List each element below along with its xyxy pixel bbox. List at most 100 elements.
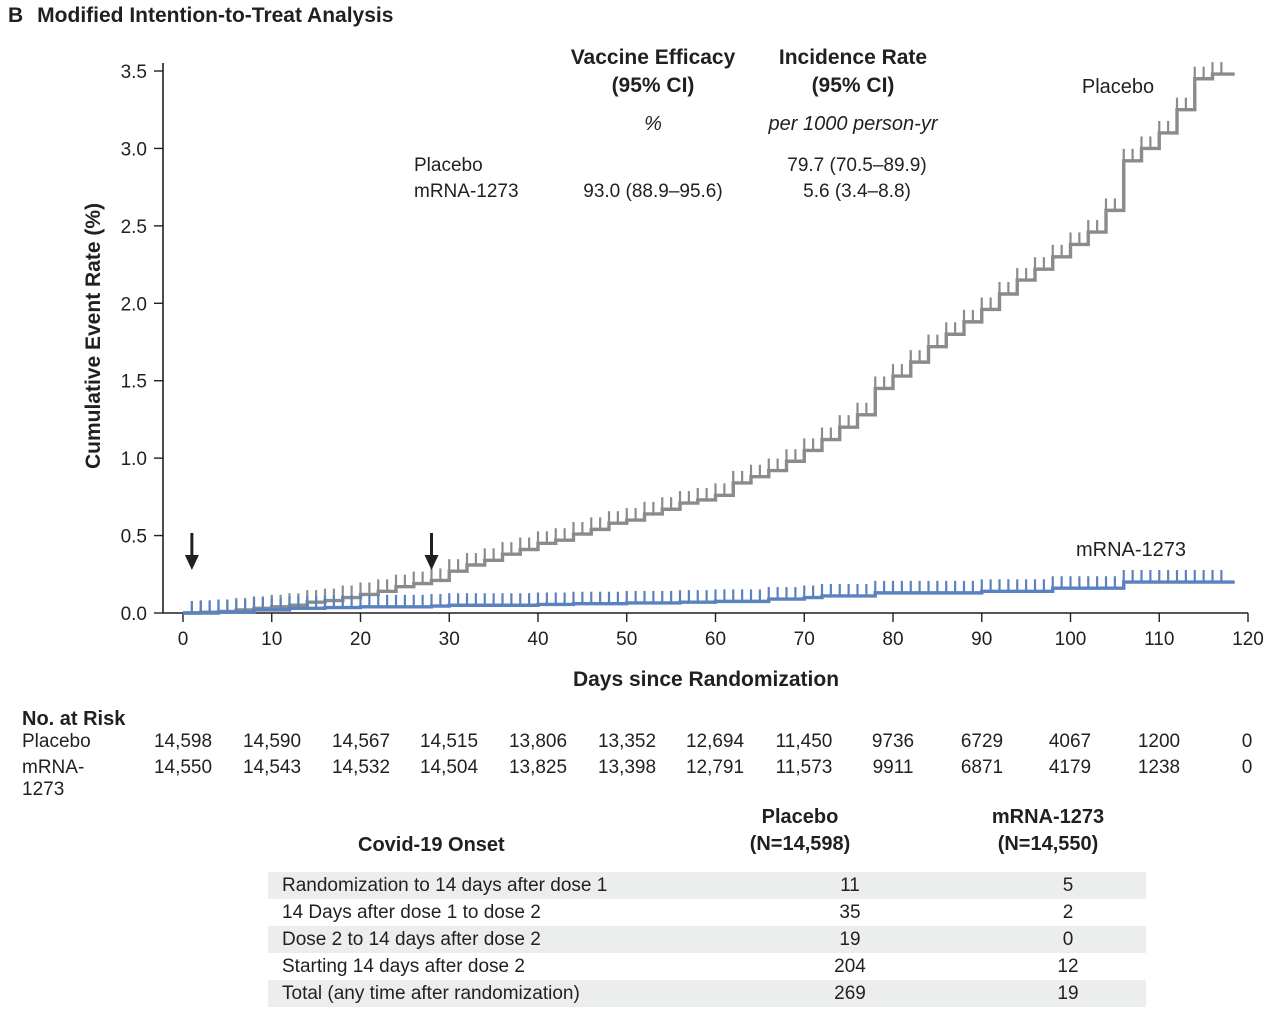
onset-table: Covid-19 Onset Placebo (N=14,598) mRNA-1… [268, 806, 1146, 1007]
onset-table-row: Dose 2 to 14 days after dose 2 19 0 [268, 926, 1146, 953]
series-label-mrna: mRNA-1273 [1076, 539, 1186, 561]
onset-row-mrna: 12 [1057, 956, 1079, 977]
series-label-placebo: Placebo [1082, 76, 1154, 98]
onset-row-label: Starting 14 days after dose 2 [282, 956, 525, 977]
onset-row-label: 14 Days after dose 1 to dose 2 [282, 902, 541, 923]
y-tick-label-1: 0.5 [121, 527, 147, 548]
at-risk-value: 13,352 [597, 731, 657, 752]
at-risk-row-label: Placebo [22, 731, 91, 752]
at-risk-value: 14,598 [153, 731, 213, 752]
panel-title: B Modified Intention-to-Treat Analysis [8, 4, 393, 28]
onset-table-row: 14 Days after dose 1 to dose 2 35 2 [268, 899, 1146, 926]
x-tick-label-11: 110 [1144, 629, 1174, 650]
at-risk-row: Placebo 14,598 14,590 14,567 14,515 13,806 13,… [22, 731, 1252, 757]
x-tick-label-1: 10 [261, 629, 282, 650]
onset-table-rows: Randomization to 14 days after dose 1 11 5… [268, 872, 1146, 1007]
inset-row-efficacy-2: 93.0 (88.9–95.6) [583, 181, 722, 202]
y-tick-label-5: 2.5 [121, 217, 147, 238]
onset-row-mrna: 19 [1057, 983, 1079, 1004]
onset-row-mrna: 2 [1062, 902, 1074, 923]
at-risk-value: 13,806 [508, 731, 568, 752]
inset-col-header-2-line-1: Incidence Rate [779, 46, 927, 69]
y-axis-label: Cumulative Event Rate (%) [82, 203, 105, 469]
at-risk-value: 0 [1241, 731, 1253, 752]
y-tick-label-6: 3.0 [121, 139, 147, 160]
x-tick-label-10: 100 [1055, 629, 1087, 650]
at-risk-value: 11,450 [775, 731, 833, 752]
onset-row-placebo: 11 [840, 875, 860, 896]
onset-table-header: Covid-19 Onset Placebo (N=14,598) mRNA-1… [268, 806, 1146, 872]
onset-row-placebo: 19 [839, 929, 861, 950]
at-risk-value: 9736 [871, 731, 915, 752]
at-risk-section: No. at Risk Placebo 14,598 14,590 14,567 14,… [22, 708, 1252, 800]
at-risk-value: 6871 [960, 757, 1004, 778]
dose-arrow-head-1 [184, 555, 199, 570]
onset-row-label: Randomization to 14 days after dose 1 [282, 875, 608, 896]
x-axis-label: Days since Randomization [573, 668, 839, 691]
dose-arrow-head-2 [424, 555, 439, 570]
at-risk-value: 14,567 [331, 731, 391, 752]
at-risk-value: 12,694 [685, 731, 745, 752]
inset-row-group-2: mRNA-1273 [414, 181, 519, 202]
y-tick-label-2: 1.0 [121, 449, 147, 470]
x-tick-label-6: 60 [705, 629, 726, 650]
onset-table-row: Randomization to 14 days after dose 1 11 5 [268, 872, 1146, 899]
inset-col-unit-1: % [644, 113, 662, 135]
at-risk-value: 14,504 [419, 757, 479, 778]
onset-row-placebo: 204 [834, 956, 866, 977]
onset-header-placebo: Placebo (N=14,598) [749, 806, 851, 855]
at-risk-value: 4179 [1048, 757, 1092, 778]
inset-row-incidence-2: 5.6 (3.4–8.8) [803, 181, 911, 202]
y-tick-label-4: 2.0 [121, 294, 147, 315]
at-risk-value: 1200 [1137, 731, 1181, 752]
onset-row-mrna: 0 [1062, 929, 1074, 950]
onset-row-label: Dose 2 to 14 days after dose 2 [282, 929, 541, 950]
panel-title-text: Modified Intention-to-Treat Analysis [37, 4, 394, 27]
inset-col-header-1-line-2: (95% CI) [612, 74, 695, 97]
x-tick-label-7: 70 [794, 629, 815, 650]
at-risk-value: 1238 [1137, 757, 1181, 778]
at-risk-value: 12,791 [685, 757, 745, 778]
at-risk-value: 14,543 [242, 757, 302, 778]
x-tick-label-0: 0 [178, 629, 189, 650]
at-risk-title: No. at Risk [22, 708, 126, 730]
onset-row-placebo: 269 [834, 983, 866, 1004]
onset-header-label: Covid-19 Onset [358, 834, 505, 856]
at-risk-value: 0 [1241, 757, 1253, 778]
inset-row-incidence-1: 79.7 (70.5–89.9) [787, 155, 926, 176]
at-risk-value: 14,590 [242, 731, 302, 752]
y-tick-label-3: 1.5 [121, 372, 147, 393]
km-chart: 0 10 20 30 40 50 60 70 80 90 100 110 120 0.0 0.5 1.0 1.5… [82, 46, 1264, 691]
onset-row-placebo: 35 [839, 902, 861, 923]
x-tick-label-5: 50 [616, 629, 637, 650]
at-risk-value: 9911 [872, 757, 914, 778]
at-risk-value: 14,550 [153, 757, 213, 778]
x-tick-label-4: 40 [527, 629, 548, 650]
at-risk-value: 6729 [960, 731, 1004, 752]
x-tick-label-9: 90 [971, 629, 992, 650]
onset-row-mrna: 5 [1062, 875, 1074, 896]
x-tick-label-8: 80 [882, 629, 903, 650]
inset-col-unit-2: per 1000 person-yr [768, 113, 939, 135]
x-tick-label-2: 20 [350, 629, 371, 650]
at-risk-value: 14,515 [419, 731, 479, 752]
y-tick-label-0: 0.0 [121, 604, 147, 625]
at-risk-value: 13,825 [508, 757, 568, 778]
panel-letter: B [8, 4, 24, 27]
series-line-placebo [183, 72, 1235, 615]
inset-col-header-1-line-1: Vaccine Efficacy [571, 46, 736, 69]
x-tick-label-3: 30 [439, 629, 460, 650]
at-risk-value: 11,573 [775, 757, 833, 778]
at-risk-rows: Placebo 14,598 14,590 14,567 14,515 13,806 13,… [22, 731, 1252, 800]
at-risk-row: mRNA-1273 14,550 14,543 14,532 14,504 13,825 1… [22, 757, 1252, 800]
onset-header-mrna: mRNA-1273 (N=14,550) [991, 806, 1105, 855]
y-tick-label-7: 3.5 [121, 62, 147, 83]
at-risk-row-label: mRNA-1273 [22, 757, 85, 800]
onset-table-row: Total (any time after randomization) 269 1… [268, 980, 1146, 1007]
x-tick-label-12: 120 [1232, 629, 1264, 650]
series-line-mrna-1273 [183, 580, 1235, 615]
at-risk-value: 13,398 [597, 757, 657, 778]
inset-col-header-2-line-2: (95% CI) [812, 74, 895, 97]
onset-table-row: Starting 14 days after dose 2 204 12 [268, 953, 1146, 980]
at-risk-value: 4067 [1048, 731, 1092, 752]
